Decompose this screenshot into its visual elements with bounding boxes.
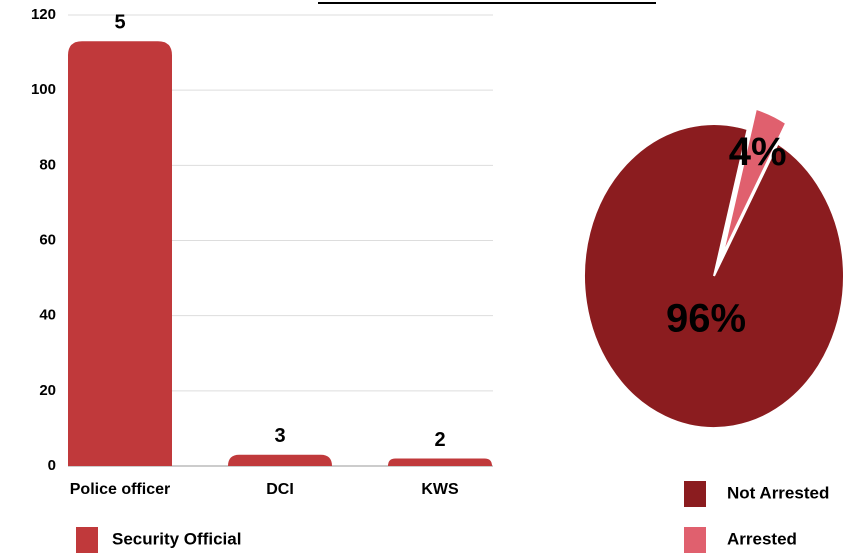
slice-label: 96% bbox=[666, 297, 746, 341]
bar-annotation: 3 bbox=[274, 425, 285, 447]
y-tick-label: 100 bbox=[31, 81, 56, 98]
bar bbox=[68, 41, 172, 466]
bar-annotation: 2 bbox=[434, 429, 445, 451]
legend-label: Arrested bbox=[727, 529, 797, 548]
legend-label: Security Official bbox=[112, 529, 241, 548]
slice-label: 4% bbox=[729, 130, 787, 174]
legend-swatch bbox=[684, 481, 706, 507]
y-tick-label: 0 bbox=[48, 457, 56, 474]
y-tick-label: 40 bbox=[39, 307, 56, 324]
pie-slice bbox=[583, 123, 845, 429]
y-tick-label: 120 bbox=[31, 6, 56, 23]
bar-annotation: 5 bbox=[114, 12, 125, 34]
legend-label: Not Arrested bbox=[727, 483, 829, 502]
legend-swatch bbox=[76, 527, 98, 553]
y-tick-label: 20 bbox=[39, 382, 56, 399]
x-tick-label: Police officer bbox=[70, 481, 170, 498]
x-tick-label: KWS bbox=[421, 481, 459, 498]
y-tick-label: 60 bbox=[39, 231, 56, 248]
legend-swatch bbox=[684, 527, 706, 553]
bar bbox=[228, 454, 332, 466]
y-tick-label: 80 bbox=[39, 156, 56, 173]
bar bbox=[388, 458, 492, 466]
pie-slice bbox=[721, 107, 788, 257]
x-tick-label: DCI bbox=[266, 481, 294, 498]
